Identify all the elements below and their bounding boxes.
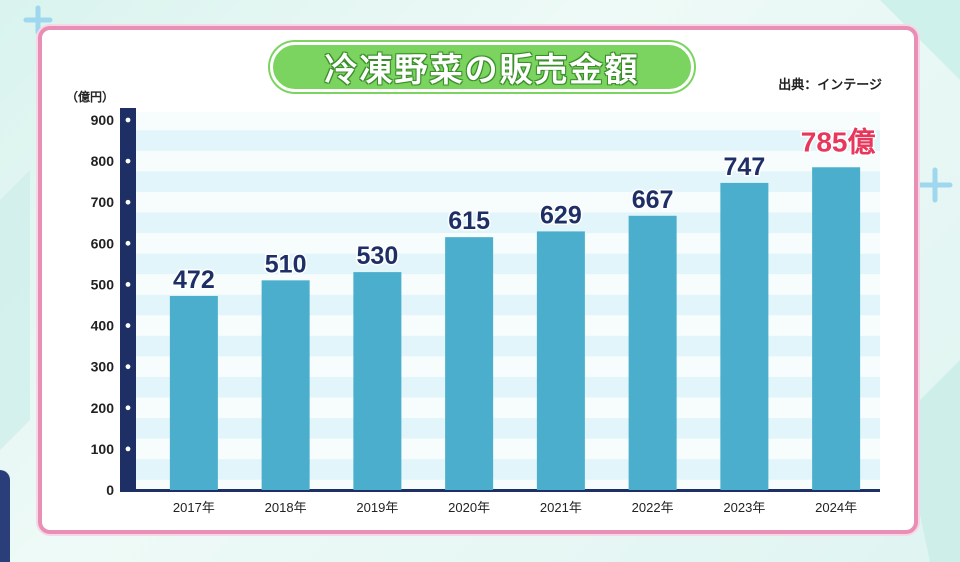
y-axis-unit: （億円）: [66, 90, 115, 104]
y-tick-label: 800: [91, 153, 115, 169]
x-tick-label: 2021年: [540, 500, 582, 515]
y-tick-mark: [125, 158, 131, 164]
highlight-data-label: 785億: [801, 126, 876, 157]
y-tick-mark: [125, 446, 131, 452]
y-tick-mark: [125, 199, 131, 205]
y-tick-label: 400: [91, 318, 115, 334]
grid-stripe: [136, 459, 880, 480]
y-axis-line: [120, 108, 136, 490]
grid-stripe: [136, 130, 880, 151]
x-axis-line: [120, 489, 880, 492]
grid-stripe: [136, 171, 880, 192]
x-tick-label: 2023年: [723, 500, 765, 515]
source-label: 出典：インテージ: [778, 78, 882, 93]
plus-icon: [917, 167, 953, 203]
chart-title: 冷凍野菜の販売金額: [324, 50, 640, 89]
y-tick-mark: [125, 405, 131, 411]
data-label: 747: [724, 153, 766, 181]
x-tick-label: 2022年: [632, 500, 674, 515]
bar: [169, 295, 218, 490]
bar: [353, 272, 402, 490]
bar: [812, 167, 861, 490]
bar: [628, 215, 677, 491]
y-tick-label: 300: [91, 359, 115, 375]
y-tick-mark: [125, 364, 131, 370]
data-label: 629: [540, 201, 582, 229]
y-tick-label: 0: [106, 482, 114, 498]
grid-stripe: [136, 212, 880, 234]
x-tick-label: 2024年: [815, 500, 857, 515]
bar: [445, 237, 494, 490]
y-tick-label: 900: [91, 112, 115, 128]
title-banner: 冷凍野菜の販売金額: [270, 42, 694, 92]
x-tick-label: 2020年: [448, 500, 490, 515]
data-label: 667: [632, 186, 674, 214]
y-tick-mark: [125, 117, 131, 123]
left-edge-decoration: [0, 470, 10, 562]
y-tick-label: 700: [91, 194, 115, 210]
y-tick-mark: [125, 282, 131, 287]
grid-stripe: [136, 294, 880, 316]
data-label: 615: [448, 207, 490, 235]
data-label: 510: [265, 250, 307, 278]
bar: [261, 280, 310, 490]
y-tick-mark: [125, 323, 131, 328]
x-tick-label: 2018年: [265, 500, 307, 515]
y-tick-label: 100: [91, 441, 115, 457]
y-tick-label: 200: [91, 400, 115, 416]
y-tick-mark: [125, 240, 131, 246]
x-tick-label: 2019年: [356, 500, 398, 515]
plus-icon: [23, 5, 53, 35]
y-tick-label: 600: [91, 235, 115, 251]
bar: [536, 231, 585, 490]
grid-stripe: [136, 376, 880, 398]
grid-stripe: [136, 418, 880, 439]
grid-stripe: [136, 335, 880, 357]
y-tick-label: 500: [91, 276, 115, 292]
x-tick-label: 2017年: [173, 500, 215, 515]
bar: [720, 182, 769, 490]
data-label: 472: [173, 266, 215, 294]
grid-stripe: [136, 253, 880, 275]
data-label: 530: [357, 242, 399, 270]
